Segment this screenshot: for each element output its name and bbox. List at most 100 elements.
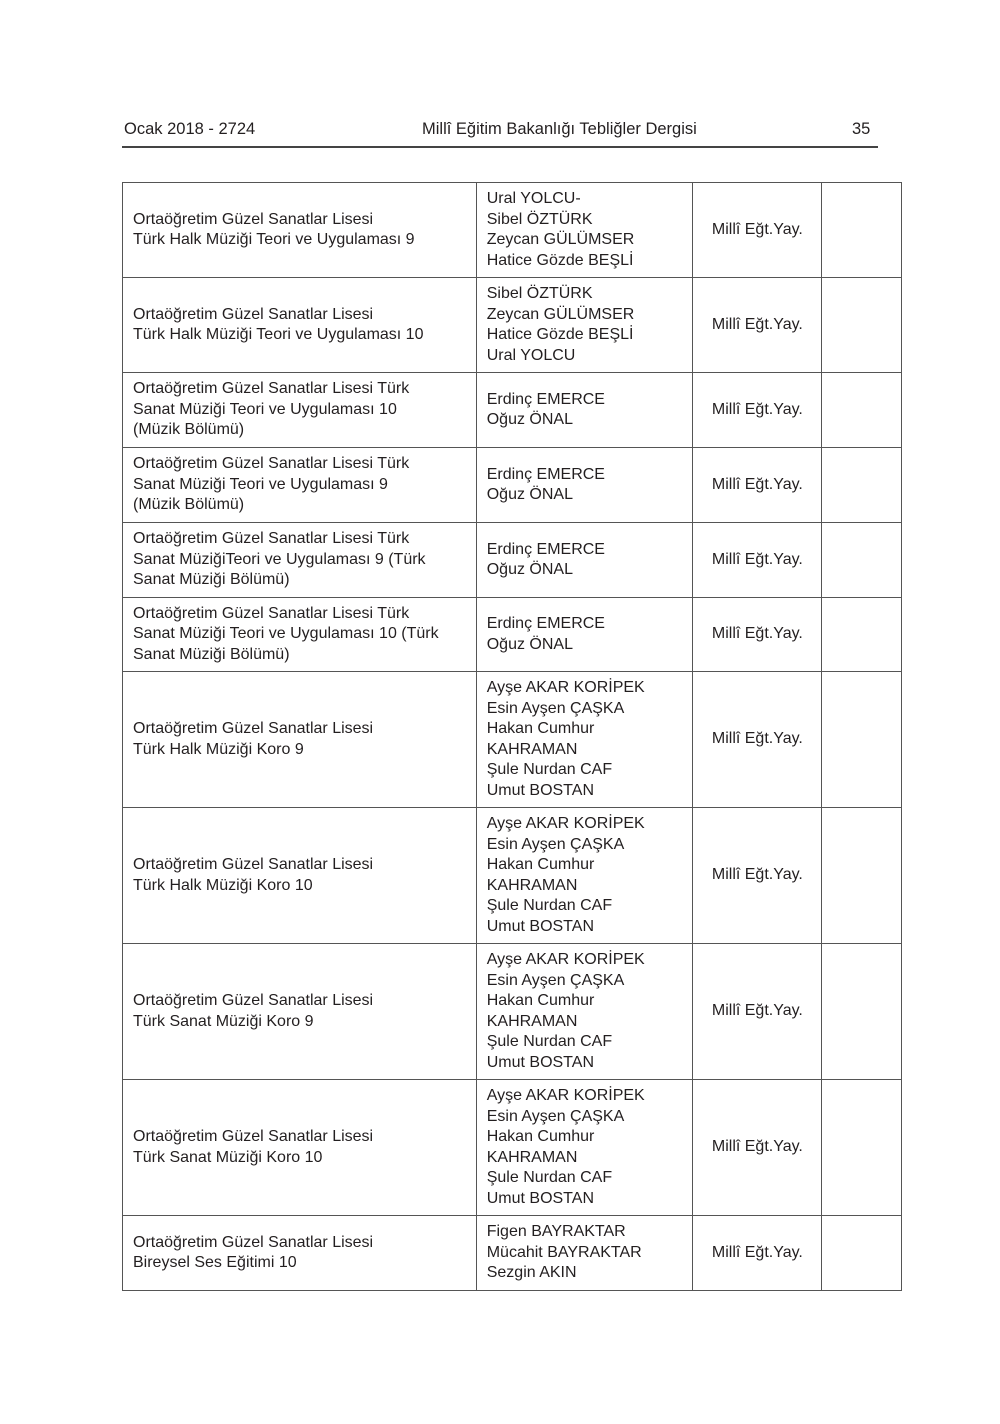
book-title-cell-line: Ortaöğretim Güzel Sanatlar Lisesi: [133, 305, 374, 323]
book-title-cell-line: Bireysel Ses Eğitimi 10: [133, 1254, 297, 1271]
book-title-cell-line: Ortaöğretim Güzel Sanatlar Lisesi: [133, 720, 374, 737]
book-title-cell-line: Ortaöğretim Güzel Sanatlar Lisesi: [133, 1128, 374, 1145]
book-title-cell-line: Sanat Müziği Bölümü): [133, 571, 290, 589]
book-title-cell: Ortaöğretim Güzel Sanatlar Lisesi Türk Sa…: [122, 522, 477, 598]
book-title-cell-line: Sanat Müziği Bölümü): [133, 645, 290, 663]
book-title-cell: Ortaöğretim Güzel Sanatlar Lisesi Türk Ha…: [122, 277, 477, 373]
book-title-cell-line: (Müzik Bölümü): [133, 496, 245, 514]
authors-cell-line: Ural YOLCU-: [486, 190, 581, 207]
authors-cell-line: Hakan Cumhur: [486, 992, 595, 1009]
publisher-cell: Millî Eğt.Yay.: [692, 182, 823, 278]
authors-cell-line: Hakan Cumhur: [486, 720, 595, 737]
authors-cell-line: KAHRAMAN: [486, 1148, 578, 1166]
book-title-cell-line: Türk Halk Müziği Koro 9: [133, 740, 304, 758]
table-row: Ortaöğretim Güzel Sanatlar Lisesi Türk Sa…: [122, 1079, 902, 1216]
empty-cell: [821, 372, 902, 448]
authors-cell-line: Figen BAYRAKTAR: [486, 1223, 626, 1241]
authors-cell-line: Hatice Gözde BEŞLİ: [486, 326, 634, 343]
table-row: Ortaöğretim Güzel Sanatlar Lisesi Türk Sa…: [122, 372, 902, 448]
publisher-cell: Millî Eğt.Yay.: [692, 597, 823, 672]
authors-cell: Erdinç EMERCE Oğuz ÖNAL: [475, 372, 694, 448]
authors-cell-line: Esin Ayşen ÇAŞKA: [486, 699, 625, 717]
book-title-cell-line: Ortaöğretim Güzel Sanatlar Lisesi Türk: [133, 604, 410, 622]
authors-cell: Ural YOLCU- Sibel ÖZTÜRK Zeycan GÜLÜMSER Ha…: [475, 182, 694, 278]
authors-cell-line: Umut BOSTAN: [486, 917, 594, 935]
authors-cell-line: Oğuz ÖNAL: [486, 411, 573, 428]
authors-cell-line: Ayşe AKAR KORİPEK: [486, 1087, 645, 1104]
book-title-cell-line: Ortaöğretim Güzel Sanatlar Lisesi: [133, 992, 374, 1009]
empty-cell: [821, 597, 902, 672]
table-row: Ortaöğretim Güzel Sanatlar Lisesi Türk Sa…: [122, 597, 902, 672]
book-title-cell: Ortaöğretim Güzel Sanatlar Lisesi Türk Sa…: [122, 597, 477, 672]
publisher-cell: Millî Eğt.Yay.: [692, 1079, 823, 1216]
authors-cell-line: Ayşe AKAR KORİPEK: [486, 815, 645, 832]
authors-cell: Erdinç EMERCE Oğuz ÖNAL: [475, 597, 694, 672]
authors-cell-line: Esin Ayşen ÇAŞKA: [486, 1107, 625, 1125]
authors-cell: Figen BAYRAKTAR Mücahit BAYRAKTAR Sezgin A…: [475, 1215, 694, 1291]
publisher-cell: Millî Eğt.Yay.: [692, 522, 823, 598]
authors-cell-line: Oğuz ÖNAL: [486, 635, 573, 653]
book-title-cell-line: Sanat Müziği Teori ve Uygulaması 10 (Tür…: [133, 625, 439, 643]
publisher-cell: Millî Eğt.Yay.: [692, 671, 823, 808]
book-title-cell: Ortaöğretim Güzel Sanatlar Lisesi Türk Ha…: [122, 182, 477, 278]
book-title-cell-line: Ortaöğretim Güzel Sanatlar Lisesi Türk: [133, 455, 410, 473]
authors-cell-line: Hakan Cumhur: [486, 856, 595, 873]
book-title-cell-line: Sanat MüziğiTeori ve Uygulaması 9 (Türk: [133, 550, 426, 568]
book-title-cell-line: Sanat Müziği Teori ve Uygulaması 9: [133, 475, 388, 493]
authors-cell-line: KAHRAMAN: [486, 740, 578, 758]
authors-cell-line: Erdinç EMERCE: [486, 615, 605, 632]
authors-cell-line: Erdinç EMERCE: [486, 540, 605, 558]
authors-cell: Ayşe AKAR KORİPEK Esin Ayşen ÇAŞKA Hakan C…: [475, 807, 694, 944]
empty-cell: [821, 671, 902, 808]
empty-cell: [821, 277, 902, 373]
table-row: Ortaöğretim Güzel Sanatlar Lisesi Türk Ha…: [122, 671, 902, 808]
book-title-cell-line: Ortaöğretim Güzel Sanatlar Lisesi: [133, 856, 374, 873]
authors-cell: Ayşe AKAR KORİPEK Esin Ayşen ÇAŞKA Hakan C…: [475, 1079, 694, 1216]
authors-cell: Erdinç EMERCE Oğuz ÖNAL: [475, 522, 694, 598]
book-title-cell: Ortaöğretim Güzel Sanatlar Lisesi Türk Sa…: [122, 372, 477, 448]
authors-cell: Ayşe AKAR KORİPEK Esin Ayşen ÇAŞKA Hakan C…: [475, 671, 694, 808]
publisher-cell: Millî Eğt.Yay.: [692, 807, 823, 944]
authors-cell: Erdinç EMERCE Oğuz ÖNAL: [475, 447, 694, 523]
table-row: Ortaöğretim Güzel Sanatlar Lisesi Türk Ha…: [122, 277, 902, 373]
book-title-cell-line: Sanat Müziği Teori ve Uygulaması 10: [133, 400, 397, 418]
book-title-cell-line: Türk Sanat Müziği Koro 10: [133, 1148, 323, 1166]
authors-cell-line: Oğuz ÖNAL: [486, 486, 573, 503]
book-title-cell-line: Türk Sanat Müziği Koro 9: [133, 1012, 314, 1030]
publisher-cell: Millî Eğt.Yay.: [692, 447, 823, 523]
book-title-cell: Ortaöğretim Güzel Sanatlar Lisesi Bireyse…: [122, 1215, 477, 1291]
authors-cell-line: Şule Nurdan CAF: [486, 897, 613, 914]
empty-cell: [821, 182, 902, 278]
authors-cell-line: Ayşe AKAR KORİPEK: [486, 951, 645, 968]
book-title-cell-line: Türk Halk Müziği Teori ve Uygulaması 10: [133, 326, 424, 343]
authors-cell-line: Şule Nurdan CAF: [486, 761, 613, 778]
publisher-cell: Millî Eğt.Yay.: [692, 372, 823, 448]
authors-cell-line: Hatice Gözde BEŞLİ: [486, 251, 634, 269]
authors-cell-line: Zeycan GÜLÜMSER: [486, 305, 635, 323]
empty-cell: [821, 447, 902, 523]
table-row: Ortaöğretim Güzel Sanatlar Lisesi Türk Sa…: [122, 522, 902, 598]
book-title-cell-line: Ortaöğretim Güzel Sanatlar Lisesi Türk: [133, 530, 410, 548]
empty-cell: [821, 1079, 902, 1216]
book-title-cell-line: Türk Halk Müziği Koro 10: [133, 876, 313, 894]
authors-cell-line: Esin Ayşen ÇAŞKA: [486, 835, 625, 853]
publisher-cell: Millî Eğt.Yay.: [692, 1215, 823, 1291]
book-title-cell: Ortaöğretim Güzel Sanatlar Lisesi Türk Sa…: [122, 943, 477, 1080]
authors-cell-line: Hakan Cumhur: [486, 1128, 595, 1145]
table-row: Ortaöğretim Güzel Sanatlar Lisesi Türk Sa…: [122, 447, 902, 523]
authors-cell-line: Zeycan GÜLÜMSER: [486, 231, 635, 248]
table-row: Ortaöğretim Güzel Sanatlar Lisesi Bireyse…: [122, 1215, 902, 1291]
book-title-cell-line: Türk Halk Müziği Teori ve Uygulaması 9: [133, 231, 415, 248]
authors-cell-line: Erdinç EMERCE: [486, 465, 605, 483]
authors-cell-line: KAHRAMAN: [486, 1012, 578, 1030]
empty-cell: [821, 807, 902, 944]
authors-cell: Sibel ÖZTÜRK Zeycan GÜLÜMSER Hatice Gözde …: [475, 277, 694, 373]
book-title-cell: Ortaöğretim Güzel Sanatlar Lisesi Türk Ha…: [122, 671, 477, 808]
authors-cell-line: KAHRAMAN: [486, 876, 578, 894]
book-title-cell: Ortaöğretim Güzel Sanatlar Lisesi Türk Sa…: [122, 447, 477, 523]
textbook-table: Ortaöğretim Güzel Sanatlar Lisesi Türk Ha…: [122, 182, 902, 1291]
book-title-cell: Ortaöğretim Güzel Sanatlar Lisesi Türk Sa…: [122, 1079, 477, 1216]
authors-cell-line: Sezgin AKIN: [486, 1264, 577, 1282]
book-title-cell-line: (Müzik Bölümü): [133, 421, 245, 439]
authors-cell-line: Esin Ayşen ÇAŞKA: [486, 971, 625, 989]
